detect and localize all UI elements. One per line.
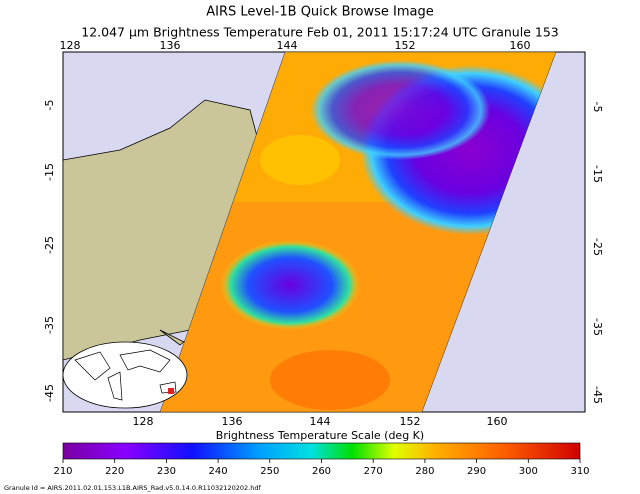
lat-label: -15 (591, 165, 604, 183)
colorbar-tick-label: 290 (467, 466, 486, 477)
lon-label: 160 (510, 39, 531, 52)
lat-label: -35 (591, 318, 604, 336)
granule-id: Granule Id = AIRS.2011.02.01.153.L1B.AIR… (4, 484, 261, 492)
colorbar-tick-label: 210 (53, 466, 72, 477)
swath-outline (159, 51, 557, 413)
colorbar-tick-label: 280 (415, 466, 434, 477)
colorbar-tick-label: 220 (105, 466, 124, 477)
lon-label: 152 (395, 39, 416, 52)
subtitle: 12.047 μm Brightness Temperature Feb 01,… (81, 25, 558, 40)
lon-label: 160 (487, 415, 508, 428)
lat-label: -15 (43, 163, 56, 181)
colorbar-tick-label: 240 (209, 466, 228, 477)
lon-label: 136 (160, 39, 181, 52)
lat-label: -35 (43, 316, 56, 334)
colorbar-tick-label: 300 (519, 466, 538, 477)
colorbar-tick-label: 260 (312, 466, 331, 477)
colorbar-tick-label: 250 (260, 466, 279, 477)
colorbar-tick-label: 310 (570, 466, 589, 477)
lon-label: 128 (60, 39, 81, 52)
lon-label: 144 (310, 415, 331, 428)
lat-label: -25 (43, 236, 56, 254)
lat-label: -5 (43, 100, 56, 111)
lon-label: 144 (277, 39, 298, 52)
lon-label: 128 (133, 415, 154, 428)
lat-label: -25 (591, 238, 604, 256)
globe-inset (62, 341, 188, 409)
lat-label: -45 (43, 384, 56, 402)
lat-label: -5 (591, 102, 604, 113)
lat-label: -45 (591, 386, 604, 404)
lon-label: 136 (222, 415, 243, 428)
colorbar-tick-label: 230 (157, 466, 176, 477)
title: AIRS Level-1B Quick Browse Image (206, 5, 434, 20)
lon-label: 152 (400, 415, 421, 428)
colorbar-tick-label: 270 (364, 466, 383, 477)
colorbar-title: Brightness Temperature Scale (deg K) (216, 429, 424, 442)
colorbar (62, 442, 581, 460)
map (62, 51, 586, 413)
